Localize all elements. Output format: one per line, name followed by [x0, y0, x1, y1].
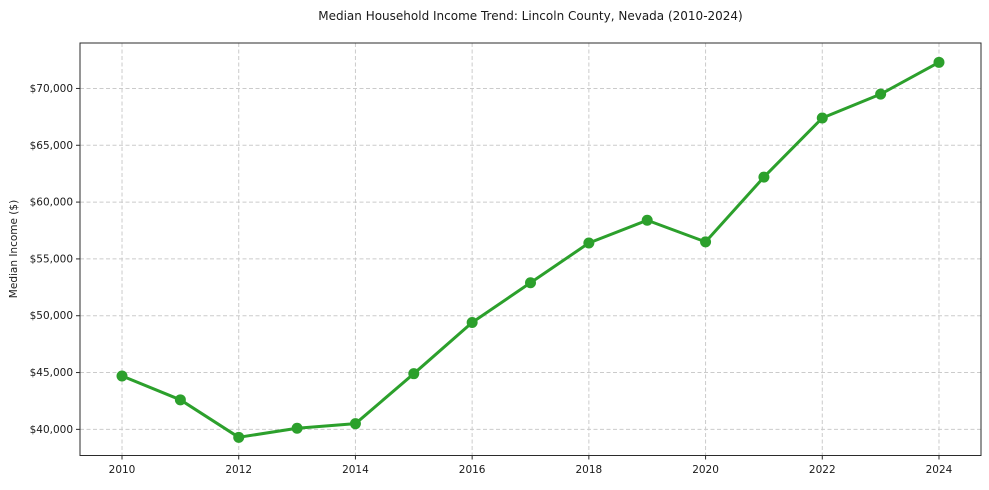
- data-point-2020: [700, 236, 712, 248]
- data-point-2013: [291, 422, 303, 434]
- plot-border: [79, 42, 982, 456]
- data-point-2021: [758, 171, 770, 183]
- y-tick-label: $50,000: [30, 310, 73, 322]
- x-tick-label: 2010: [109, 464, 136, 476]
- trend-line: [120, 60, 941, 439]
- x-tick-label: 2014: [342, 464, 369, 476]
- y-tick-label: $70,000: [30, 83, 73, 95]
- y-tick-label: $65,000: [30, 140, 73, 152]
- x-tick-label: 2016: [459, 464, 486, 476]
- y-tick-label: $45,000: [30, 367, 73, 379]
- x-tick-label: 2018: [575, 464, 602, 476]
- chart-title: Median Household Income Trend: Lincoln C…: [318, 9, 743, 23]
- data-point-2016: [466, 317, 478, 329]
- x-tick-label: 2020: [692, 464, 719, 476]
- data-point-2017: [525, 277, 536, 289]
- y-tick-label: $55,000: [30, 253, 73, 265]
- y-tick-label: $40,000: [30, 424, 73, 436]
- data-point-2022: [816, 112, 828, 124]
- data-point-2023: [875, 88, 887, 100]
- x-tick-label: 2022: [809, 464, 836, 476]
- data-point-2010: [116, 370, 128, 382]
- data-point-2018: [583, 237, 595, 249]
- data-point-2024: [933, 56, 945, 68]
- data-point-2015: [408, 368, 420, 380]
- data-point-2019: [641, 214, 653, 226]
- data-point-2014: [349, 418, 361, 430]
- data-point-2011: [174, 394, 186, 406]
- x-tick-label: 2024: [926, 464, 953, 476]
- data-point-2012: [233, 431, 245, 443]
- x-tick-label: 2012: [225, 464, 252, 476]
- y-tick-label: $60,000: [30, 197, 73, 209]
